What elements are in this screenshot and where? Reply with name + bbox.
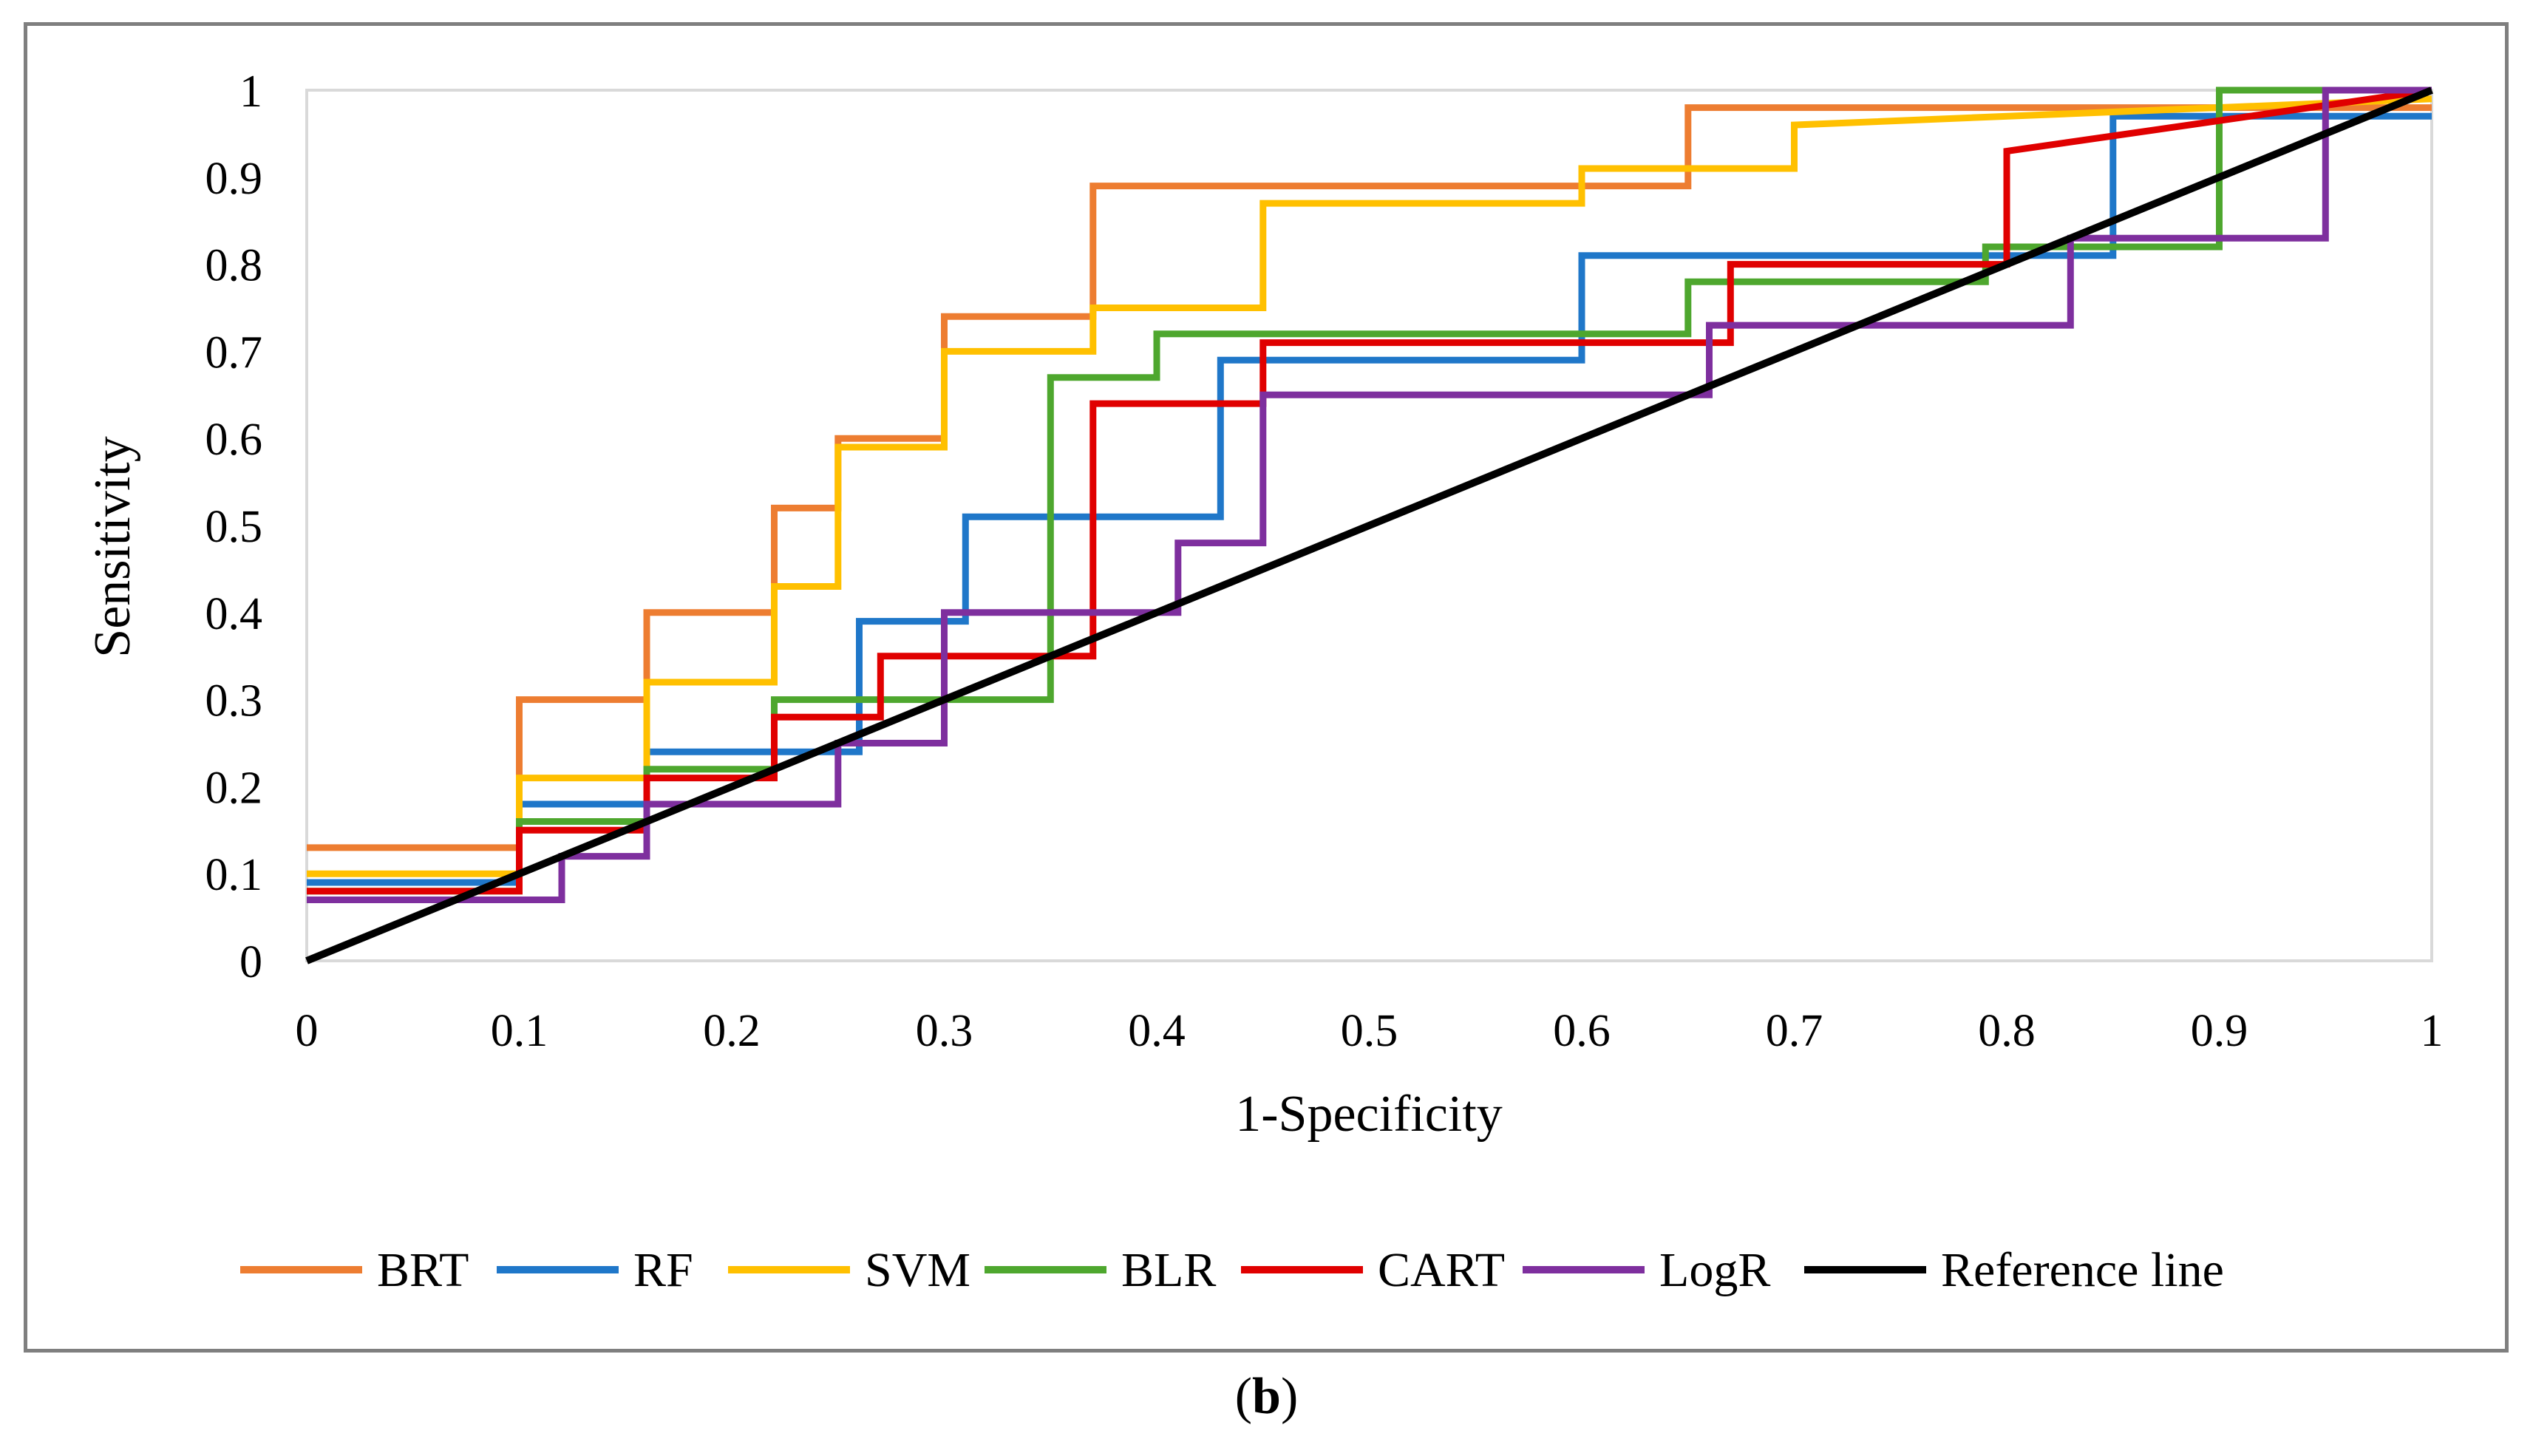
plot-area xyxy=(305,89,2433,962)
series-line-blr xyxy=(307,86,2432,895)
series-line-svm xyxy=(307,95,2432,877)
legend-label-logr: LogR xyxy=(1659,1243,1770,1297)
series-layer xyxy=(305,86,2433,965)
x-tick-label: 1 xyxy=(2421,1006,2444,1056)
y-tick-label: 0.9 xyxy=(205,154,263,204)
y-tick-label: 0 xyxy=(239,937,262,987)
legend-label-blr: BLR xyxy=(1121,1243,1216,1297)
y-tick-label: 0.6 xyxy=(205,415,263,465)
y-tick-label: 0.7 xyxy=(205,327,263,378)
legend-label-svm: SVM xyxy=(865,1243,970,1297)
caption-open: ( xyxy=(1234,1368,1253,1425)
x-axis-label: 1-Specificity xyxy=(1235,1086,1503,1143)
x-tick-label: 0 xyxy=(296,1006,319,1056)
legend-label-brt: BRT xyxy=(377,1243,469,1297)
series-line-reference-line xyxy=(305,86,2433,965)
tick-labels: 0 0.1 0.2 0.3 0.4 0.5 0.6 0.7 0.8 0.9 1 0 0.1 0.2 0.3 0… xyxy=(205,67,2444,1056)
y-tick-label: 1 xyxy=(239,67,262,117)
y-axis-label: Sensitivity xyxy=(84,436,141,657)
x-tick-label: 0.2 xyxy=(703,1006,761,1056)
y-tick-label: 0.2 xyxy=(205,763,263,813)
y-tick-label: 0.8 xyxy=(205,241,263,291)
legend: BRT RF SVM BLR CART LogR Reference line xyxy=(240,1243,2224,1297)
figure-caption: (b) xyxy=(0,1367,2533,1426)
x-tick-label: 0.9 xyxy=(2191,1006,2248,1056)
x-tick-label: 0.4 xyxy=(1128,1006,1186,1056)
x-tick-label: 0.6 xyxy=(1553,1006,1611,1056)
x-tick-label: 0.3 xyxy=(916,1006,973,1056)
legend-label-reference-line: Reference line xyxy=(1941,1243,2224,1297)
x-tick-label: 0.5 xyxy=(1341,1006,1398,1056)
y-tick-label: 0.1 xyxy=(205,850,263,900)
x-tick-label: 0.7 xyxy=(1766,1006,1823,1056)
x-tick-label: 0.8 xyxy=(1978,1006,2036,1056)
y-tick-label: 0.5 xyxy=(205,502,263,552)
series-line-logr xyxy=(307,86,2432,903)
caption-close: ) xyxy=(1280,1368,1299,1425)
y-tick-label: 0.3 xyxy=(205,676,263,727)
legend-label-rf: RF xyxy=(633,1243,693,1297)
legend-label-cart: CART xyxy=(1378,1243,1505,1297)
caption-letter: b xyxy=(1252,1368,1281,1425)
axes xyxy=(305,89,2433,962)
x-tick-label: 0.1 xyxy=(491,1006,548,1056)
y-tick-label: 0.4 xyxy=(205,589,263,639)
series-line-rf xyxy=(307,112,2432,886)
